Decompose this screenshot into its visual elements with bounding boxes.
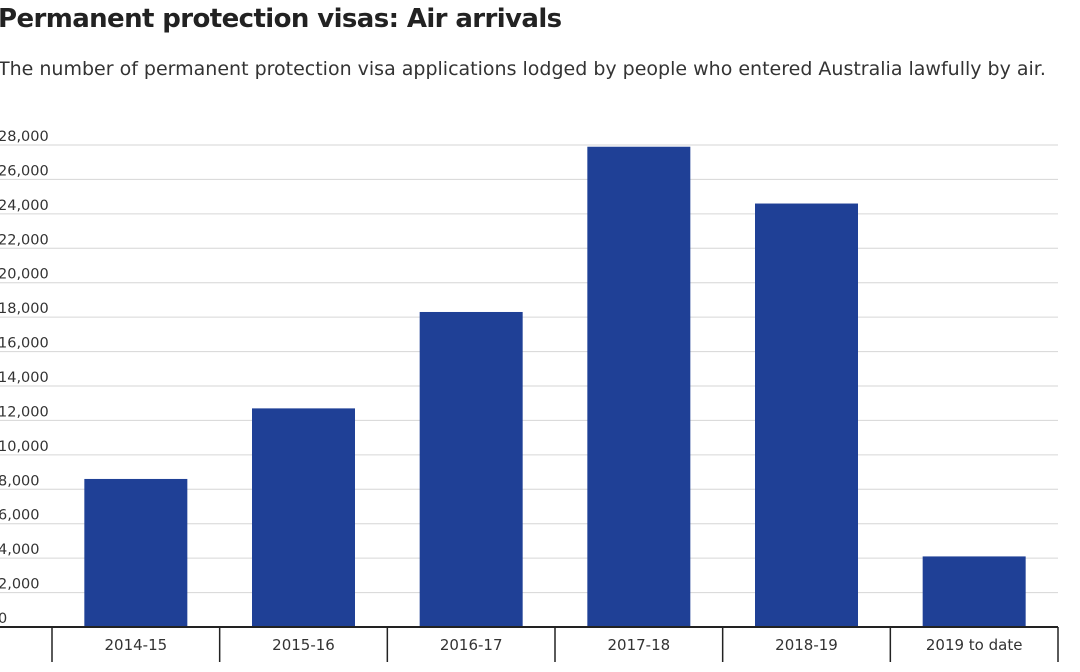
y-tick-label: 22,000 [0,232,49,248]
bar-2019-to-date [922,556,1026,627]
x-tick-label: 2014-15 [104,636,167,654]
y-tick-label: 12,000 [0,404,49,420]
x-axis [0,626,1059,662]
y-tick-label: 2,000 [0,577,40,593]
bar-2016-17 [419,311,523,627]
y-tick-label: 24,000 [0,198,49,214]
x-tick-label: 2017-18 [607,636,670,654]
gridlines [0,144,1058,594]
x-tick-label: 2016-17 [440,636,503,654]
y-tick-label: 10,000 [0,439,49,455]
x-tick-label: 2015-16 [272,636,335,654]
y-tick-label: 26,000 [0,163,49,179]
bar-2018-19 [755,203,858,627]
bar-2017-18 [587,146,691,627]
y-tick-label: 6,000 [0,508,40,524]
y-tick-label: 18,000 [0,301,49,317]
x-tick-label: 2018-19 [775,636,838,654]
bar-2015-16 [252,408,355,627]
chart-title: Permanent protection visas: Air arrivals [0,4,562,34]
y-axis-tick-labels: 0 2,000 4,000 6,000 8,000 10,000 12,000 14,000 1… [0,129,49,627]
y-tick-label: 16,000 [0,336,49,352]
y-tick-label: 28,000 [0,129,49,145]
x-axis-tick-labels: 2014-15 2015-16 2016-17 2017-18 2018-19 2019 … [104,636,1022,654]
y-tick-label: 4,000 [0,542,40,558]
bars [84,146,1026,627]
bar-2014-15 [84,478,188,627]
y-tick-label: 8,000 [0,473,40,489]
y-tick-label: 0 [0,611,7,627]
y-tick-label: 20,000 [0,267,49,283]
chart-subtitle: The number of permanent protection visa … [0,58,1046,80]
y-tick-label: 14,000 [0,370,49,386]
x-tick-label: 2019 to date [926,636,1023,654]
